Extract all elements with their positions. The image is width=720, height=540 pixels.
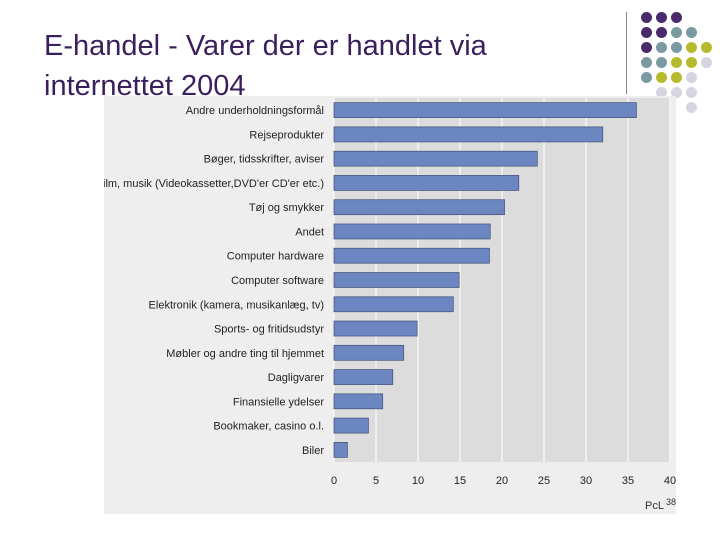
category-label: Biler [302,445,324,457]
decorative-dot [671,57,682,68]
bar [333,223,491,240]
category-label: Sports- og fritidsudstyr [214,324,324,336]
x-tick-label: 40 [664,475,676,487]
x-tick-label: 25 [538,475,550,487]
decorative-dot [641,42,652,53]
bar [333,296,454,313]
decorative-dot [671,72,682,83]
category-label: Finansielle ydelser [233,396,324,408]
bar [333,102,637,118]
decorative-dot [686,42,697,53]
category-label: Andet [295,226,324,238]
decorative-dot [656,57,667,68]
bar [333,417,369,434]
category-label: Rejseprodukter [249,129,324,141]
decorative-dot [641,27,652,38]
decorative-dot [671,87,682,98]
x-tick-label: 20 [496,475,508,487]
bar [333,442,348,458]
slide-title-line-1: E-handel - Varer der er handlet via [44,30,487,62]
x-tick-label: 0 [331,475,337,487]
category-label: Bøger, tidsskrifter, aviser [204,154,325,166]
category-label: Dagligvarer [268,372,325,384]
decorative-dot [671,42,682,53]
decorative-dot [641,72,652,83]
bar [333,175,520,191]
category-label: Tøj og smykker [249,202,325,214]
category-label: Bookmaker, casino o.l. [213,421,324,433]
decorative-dot [656,12,667,23]
category-label: Computer hardware [227,251,324,263]
x-tick-label: 35 [622,475,634,487]
decorative-dot [656,27,667,38]
bar [333,320,418,337]
decorative-dot-grid [636,10,720,118]
decorative-dot [701,57,712,68]
x-tick-label: 30 [580,475,592,487]
bar-chart: Andre underholdningsformål Rejseprodukter… [104,98,676,487]
page-number: 38 [666,497,677,507]
bar [333,199,505,216]
category-label: Andre underholdningsformål [186,105,324,117]
decorative-dot [656,72,667,83]
decorative-divider [626,12,627,94]
decorative-dot [656,42,667,53]
decorative-dot [641,12,652,23]
source-label: PcL [645,500,664,512]
decorative-dot [686,57,697,68]
decorative-dot [701,42,712,53]
bar [333,150,538,167]
slide-title: E-handel - Varer der er handlet via inte… [44,26,624,106]
bar [333,272,460,288]
x-tick-label: 15 [454,475,466,487]
bar [333,126,604,143]
decorative-dot [671,27,682,38]
decorative-dot [686,87,697,98]
decorative-dot [686,72,697,83]
category-label: Elektronik (kamera, musikanlæg, tv) [149,299,324,311]
bar [333,369,394,385]
decorative-dot [641,57,652,68]
category-label: Film, musik (Videokassetter,DVD'er CD'er… [104,178,324,190]
x-tick-label: 10 [412,475,424,487]
x-tick-label: 5 [373,475,379,487]
decorative-dot [686,102,697,113]
bar [333,247,490,264]
decorative-dot [671,12,682,23]
category-label: Møbler og andre ting til hjemmet [166,348,324,360]
bar [333,344,405,361]
decorative-dot [686,27,697,38]
decorative-dot [656,87,667,98]
bar [333,393,384,410]
category-label: Computer software [231,275,324,287]
